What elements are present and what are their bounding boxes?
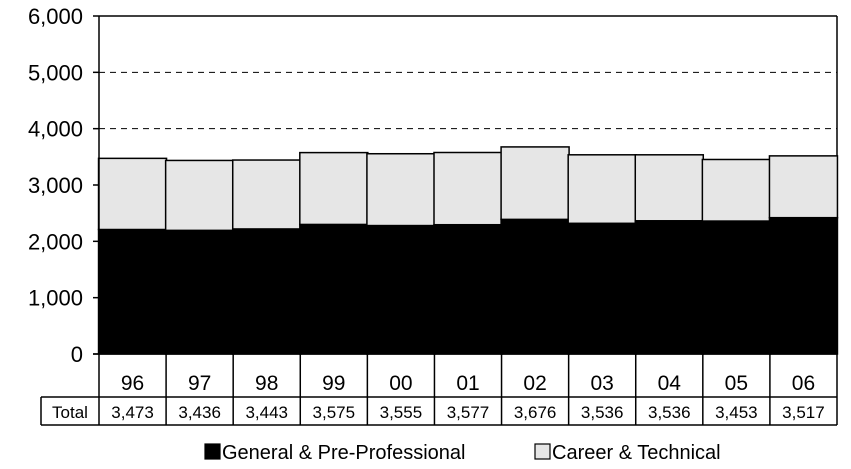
bar-segment-general xyxy=(433,223,503,355)
legend-label-general: General & Pre-Professional xyxy=(222,442,465,464)
x-tick-label: 96 xyxy=(121,372,144,395)
bar-segment-general xyxy=(366,224,436,355)
table-value: 3,436 xyxy=(178,403,221,422)
bar-segment-general xyxy=(164,229,235,355)
y-tick-label: 1,000 xyxy=(28,286,83,311)
bar-segment-general xyxy=(768,216,839,355)
bar-segment-career xyxy=(701,158,772,222)
bar-segment-general xyxy=(500,218,570,355)
y-tick-label: 3,000 xyxy=(28,173,83,198)
table-value: 3,536 xyxy=(581,403,624,422)
x-tick-label: 97 xyxy=(188,372,211,395)
y-tick-label: 2,000 xyxy=(28,229,83,254)
bar-segment-career xyxy=(768,155,839,219)
x-tick-label: 06 xyxy=(792,372,815,395)
legend-swatch-career xyxy=(534,443,551,460)
x-tick-label: 05 xyxy=(725,372,748,395)
bar-segment-general xyxy=(567,222,637,355)
bar-segment-career xyxy=(634,154,705,222)
x-tick-label: 01 xyxy=(456,372,479,395)
table-value: 3,473 xyxy=(111,403,154,422)
x-tick-label: 03 xyxy=(591,372,614,395)
bar-segment-career xyxy=(500,146,570,221)
bar-segment-general xyxy=(634,220,705,355)
y-tick-label: 4,000 xyxy=(28,117,83,142)
bar-segment-general xyxy=(701,220,772,355)
table-row-label: Total xyxy=(52,403,88,422)
table-value: 3,443 xyxy=(245,403,288,422)
y-tick-label: 0 xyxy=(71,342,83,367)
x-tick-label: 00 xyxy=(389,372,412,395)
x-tick-label: 02 xyxy=(523,372,546,395)
x-tick-label: 99 xyxy=(322,372,345,395)
table-value: 3,517 xyxy=(782,403,825,422)
x-tick-label: 98 xyxy=(255,372,278,395)
bar-segment-career xyxy=(567,154,637,225)
table-value: 3,676 xyxy=(514,403,557,422)
bar-segment-general xyxy=(299,223,369,355)
bar-segment-career xyxy=(299,151,369,226)
table-value: 3,577 xyxy=(447,403,490,422)
legend-label-career: Career & Technical xyxy=(552,442,721,464)
y-tick-label: 6,000 xyxy=(28,4,83,29)
table-value: 3,575 xyxy=(313,403,356,422)
bar-segment-career xyxy=(97,157,168,231)
table-value: 3,555 xyxy=(380,403,423,422)
bar-segment-general xyxy=(231,228,302,355)
table-value: 3,453 xyxy=(715,403,758,422)
bar-segment-career xyxy=(366,152,436,227)
y-tick-label: 5,000 xyxy=(28,60,83,85)
bar-segment-career xyxy=(231,159,302,230)
bar-segment-general xyxy=(97,228,168,355)
bar-segment-career xyxy=(164,159,235,232)
bar-segment-career xyxy=(433,151,503,226)
table-value: 3,536 xyxy=(648,403,691,422)
legend-swatch-general xyxy=(204,443,221,460)
x-tick-label: 04 xyxy=(658,372,682,395)
